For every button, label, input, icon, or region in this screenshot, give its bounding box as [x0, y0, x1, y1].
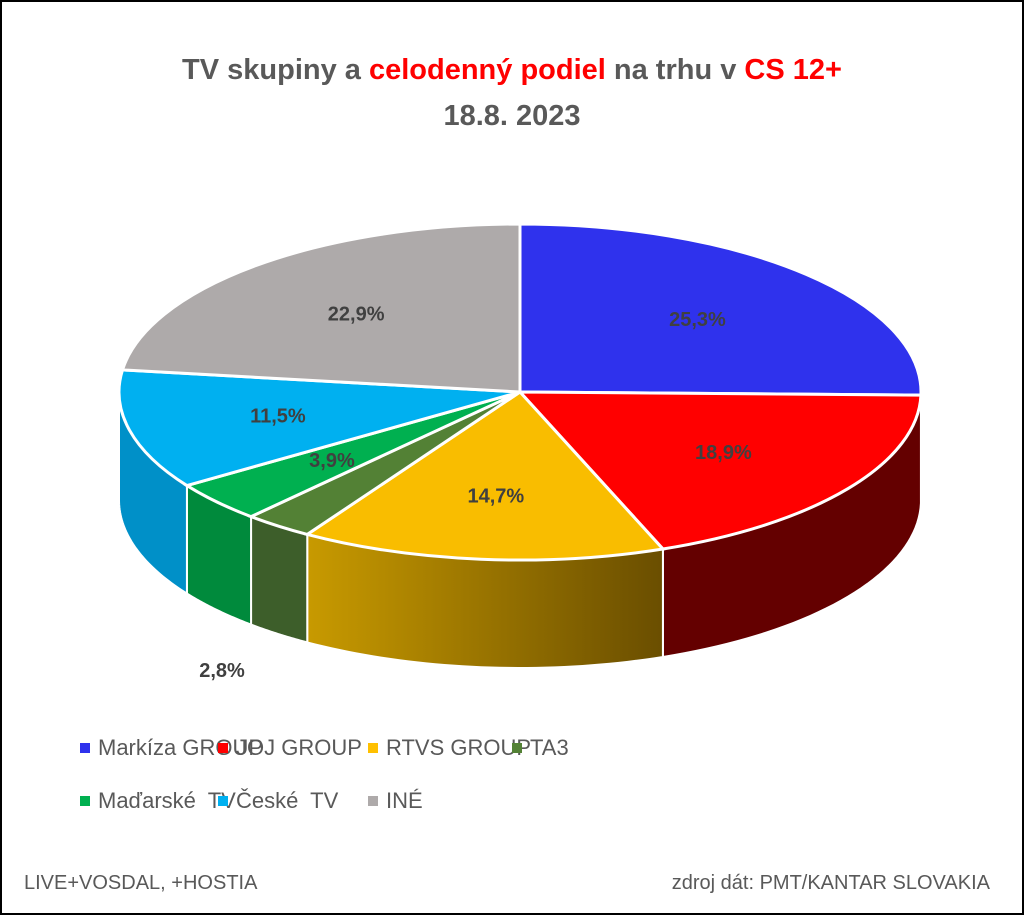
pie-slice	[120, 222, 522, 394]
pie-side-3	[250, 515, 309, 644]
legend-label: JOJ GROUP	[236, 735, 362, 760]
pie-slice	[303, 390, 666, 562]
pie-slice	[117, 368, 521, 488]
legend-label: České TV	[236, 788, 339, 813]
legend-swatch	[368, 743, 378, 753]
legend-label: RTVS GROUP	[386, 735, 532, 760]
legend-swatch	[218, 796, 228, 806]
title-highlight: CS 12+	[744, 54, 842, 86]
footer-note: LIVE+VOSDAL, +HOSTIA	[24, 872, 258, 894]
data-label: 11,5%	[250, 406, 306, 428]
pie-slice	[518, 222, 923, 397]
footer-source: zdroj dát: PMT/KANTAR SLOVAKIA	[671, 872, 990, 894]
legend-swatch	[218, 743, 228, 753]
legend-label: Markíza GROUP	[98, 735, 264, 760]
legend-swatch	[512, 743, 522, 753]
pie-chart: 25,3% 18,9% 14,7% 2,8% 3,9%11,5% 22,9%	[117, 222, 923, 682]
legend-item: RTVS GROUP	[368, 735, 531, 761]
title-highlight: celodenný podiel	[368, 54, 606, 86]
legend-item: TA3	[512, 735, 569, 761]
data-label: 14,7%	[467, 486, 524, 508]
legend-swatch	[368, 796, 378, 806]
legend-item: České TV	[218, 788, 338, 814]
data-label: 3,9%	[309, 450, 355, 472]
title-text: TV skupiny a	[182, 54, 369, 86]
chart-title: TV skupiny a celodenný podiel na trhu v …	[2, 54, 1022, 87]
data-label: 25,3%	[669, 309, 726, 331]
legend-label: Maďarské TV	[98, 788, 236, 813]
data-label: 22,9%	[328, 304, 385, 326]
legend-label: INÉ	[386, 788, 423, 813]
legend-item: Maďarské TV	[80, 788, 236, 814]
data-label: 18,9%	[695, 442, 752, 464]
data-label: 2,8%	[199, 660, 245, 682]
legend-item: Markíza GROUP	[80, 735, 263, 761]
legend-swatch	[80, 743, 90, 753]
chart-subtitle: 18.8. 2023	[443, 100, 581, 132]
legend-label: TA3	[530, 735, 569, 760]
legend-item: JOJ GROUP	[218, 735, 362, 761]
legend-swatch	[80, 796, 90, 806]
title-text: na trhu v	[605, 54, 745, 86]
legend-item: INÉ	[368, 788, 423, 814]
pie-slice	[516, 390, 923, 551]
